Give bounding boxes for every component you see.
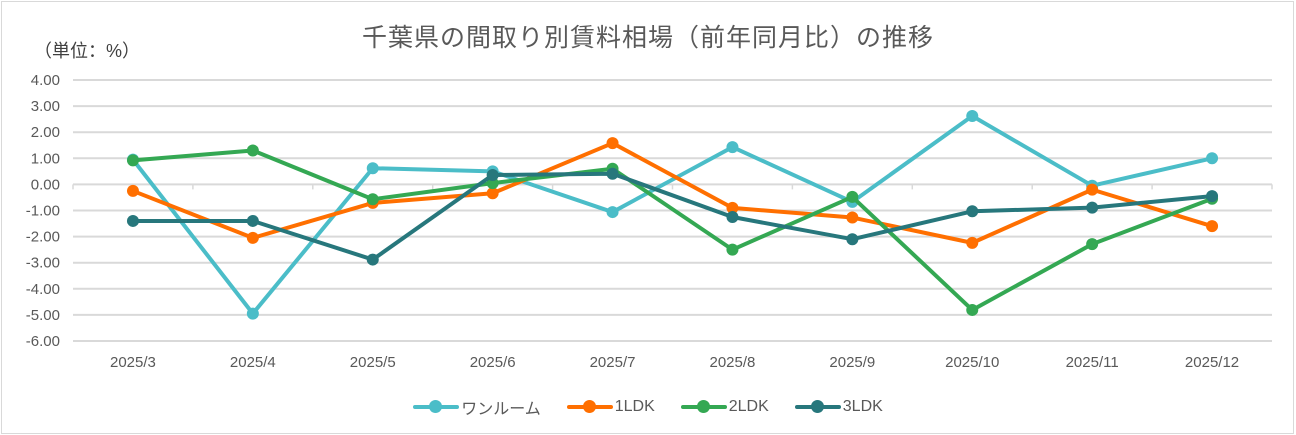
series-line	[130, 114, 1215, 316]
y-tick-label: 3.00	[31, 98, 60, 115]
unit-label: （単位：%）	[34, 41, 141, 61]
series-line	[130, 171, 1215, 262]
data-point[interactable]	[726, 243, 739, 256]
y-tick-label: -3.00	[26, 255, 60, 272]
y-tick-label: 0.00	[31, 176, 60, 193]
series-lines	[126, 110, 1219, 320]
gridlines	[72, 79, 1273, 342]
data-point[interactable]	[246, 307, 259, 320]
data-point[interactable]	[126, 214, 139, 227]
data-point[interactable]	[1086, 238, 1099, 251]
series-2LDK	[126, 144, 1219, 316]
data-point[interactable]	[366, 253, 379, 266]
data-point[interactable]	[726, 211, 739, 224]
data-point[interactable]	[726, 141, 739, 154]
data-point[interactable]	[726, 201, 739, 214]
x-axis-ticks: 2025/3 2025/4 2025/5 2025/6 2025/7 2025/8 2025…	[110, 354, 1239, 371]
data-point[interactable]	[1206, 152, 1219, 165]
data-point[interactable]	[1086, 183, 1099, 196]
y-axis-ticks: 4.00 3.00 2.00 1.00 0.00 -1.00 -2.00 -3.00 -4.00…	[26, 72, 60, 350]
y-tick-label: 1.00	[31, 150, 60, 167]
x-tick-label: 2025/10	[945, 354, 999, 371]
x-tick-label: 2025/8	[710, 354, 756, 371]
legend: ワンルーム 1LDK 2LDK 3LDK	[0, 395, 1296, 419]
legend-label: 3LDK	[842, 398, 883, 415]
legend-item[interactable]: 2LDK	[680, 395, 769, 419]
data-point[interactable]	[246, 144, 259, 157]
series-1LDK	[126, 137, 1219, 249]
data-point[interactable]	[846, 211, 859, 224]
y-tick-label: -2.00	[26, 229, 60, 246]
data-point[interactable]	[846, 190, 859, 203]
legend-marker-icon	[794, 400, 841, 414]
data-point[interactable]	[486, 187, 499, 200]
data-point[interactable]	[966, 110, 979, 123]
x-tick-label: 2025/3	[110, 354, 156, 371]
x-tick-label: 2025/12	[1185, 354, 1239, 371]
legend-marker-icon	[680, 400, 727, 414]
data-point[interactable]	[966, 303, 979, 316]
data-point[interactable]	[606, 206, 619, 219]
chart-title: 千葉県の間取り別賃料相場（前年同月比）の推移	[361, 24, 934, 52]
y-tick-label: -1.00	[26, 203, 60, 220]
legend-marker-icon	[566, 400, 613, 414]
data-point[interactable]	[246, 214, 259, 227]
x-tick-label: 2025/7	[590, 354, 636, 371]
x-tick-label: 2025/5	[350, 354, 396, 371]
y-tick-label: 4.00	[31, 72, 60, 89]
series-3LDK	[126, 167, 1219, 266]
legend-item[interactable]: 1LDK	[566, 395, 655, 419]
data-point[interactable]	[246, 231, 259, 244]
legend-marker-icon	[413, 400, 460, 414]
y-tick-label: -5.00	[26, 307, 60, 324]
data-point[interactable]	[126, 154, 139, 167]
data-point[interactable]	[1086, 201, 1099, 214]
data-point[interactable]	[606, 137, 619, 150]
data-point[interactable]	[966, 205, 979, 218]
x-tick-label: 2025/11	[1066, 354, 1119, 371]
x-tick-label: 2025/9	[829, 354, 875, 371]
data-point[interactable]	[606, 167, 619, 180]
x-tick-label: 2025/4	[230, 354, 276, 371]
legend-item[interactable]: 3LDK	[794, 395, 883, 419]
series-line	[130, 141, 1215, 245]
y-tick-label: -4.00	[26, 281, 60, 298]
data-point[interactable]	[486, 169, 499, 182]
data-point[interactable]	[846, 233, 859, 246]
x-tick-label: 2025/6	[470, 354, 516, 371]
data-point[interactable]	[1206, 220, 1219, 233]
data-point[interactable]	[126, 184, 139, 197]
legend-item[interactable]: ワンルーム	[413, 395, 541, 419]
legend-label: 1LDK	[614, 398, 655, 415]
data-point[interactable]	[366, 193, 379, 206]
data-point[interactable]	[1206, 190, 1219, 203]
data-point[interactable]	[366, 162, 379, 175]
y-tick-label: -6.00	[26, 333, 60, 350]
series-line	[130, 148, 1215, 312]
data-point[interactable]	[966, 236, 979, 249]
legend-label: ワンルーム	[461, 401, 541, 418]
y-tick-label: 2.00	[31, 124, 60, 141]
legend-label: 2LDK	[728, 398, 769, 415]
